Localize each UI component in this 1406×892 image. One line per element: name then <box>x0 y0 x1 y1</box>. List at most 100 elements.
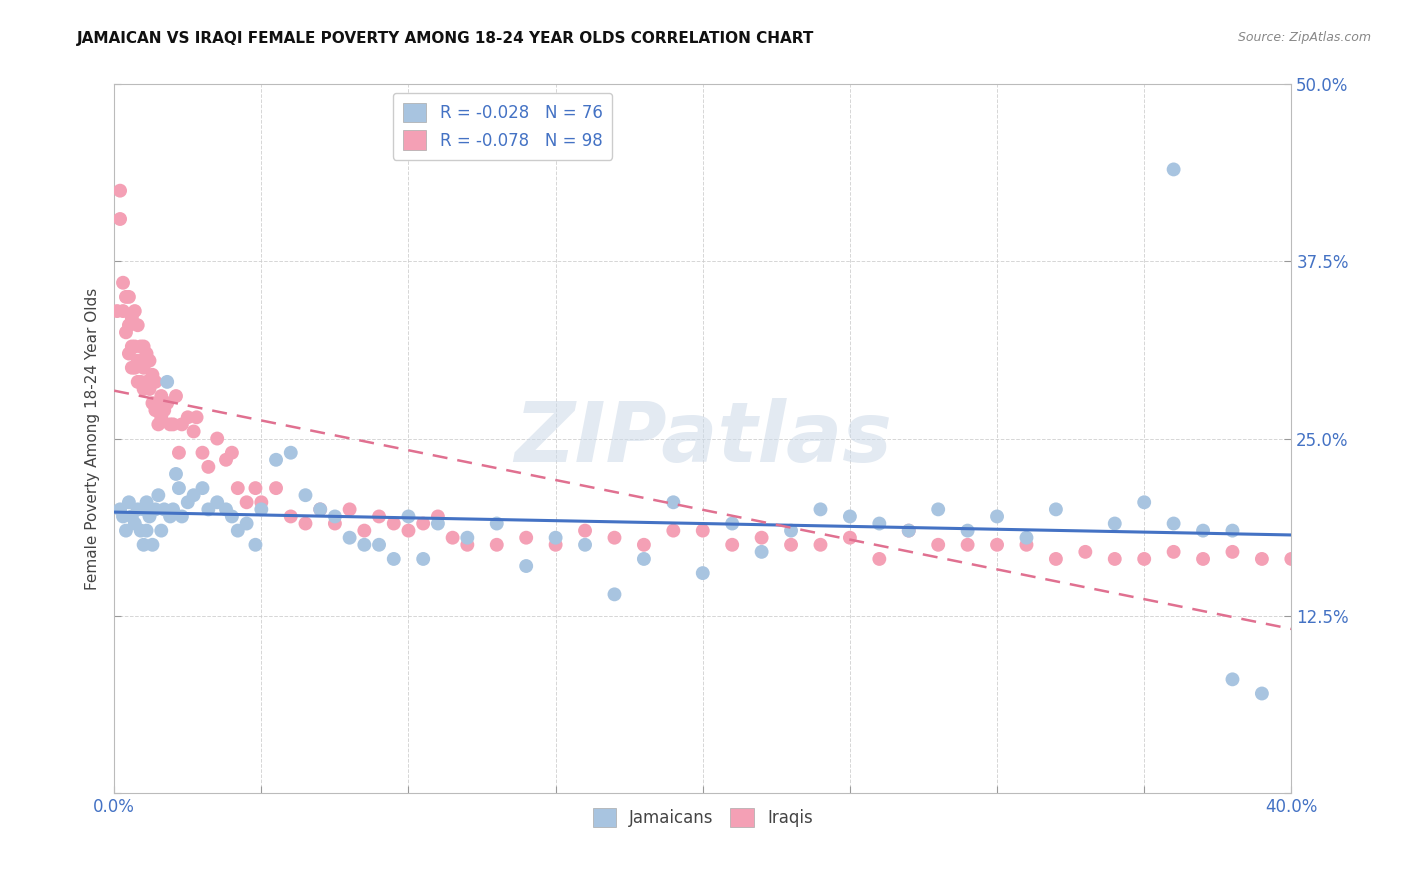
Point <box>544 531 567 545</box>
Point <box>1222 524 1244 538</box>
Point <box>339 531 361 545</box>
Point <box>141 538 163 552</box>
Point <box>138 509 160 524</box>
Point <box>250 495 273 509</box>
Point <box>603 531 626 545</box>
Point <box>162 502 184 516</box>
Point <box>127 318 149 333</box>
Point <box>1251 686 1274 700</box>
Point <box>1192 524 1215 538</box>
Point <box>215 452 238 467</box>
Point <box>1222 673 1244 687</box>
Point <box>927 502 949 516</box>
Point <box>121 509 143 524</box>
Point <box>121 339 143 353</box>
Point <box>1045 502 1067 516</box>
Point <box>412 516 434 531</box>
Point <box>141 368 163 382</box>
Point <box>515 559 537 574</box>
Point <box>810 502 832 516</box>
Point <box>127 502 149 516</box>
Point <box>1251 552 1274 566</box>
Point <box>868 552 890 566</box>
Point <box>170 509 193 524</box>
Point <box>177 410 200 425</box>
Point <box>132 502 155 516</box>
Point <box>245 481 267 495</box>
Point <box>105 304 128 318</box>
Point <box>132 538 155 552</box>
Point <box>124 339 146 353</box>
Point <box>897 524 920 538</box>
Point <box>132 382 155 396</box>
Point <box>235 516 257 531</box>
Point <box>1015 538 1038 552</box>
Point <box>226 481 249 495</box>
Point <box>426 509 449 524</box>
Point <box>170 417 193 432</box>
Point <box>148 488 170 502</box>
Point <box>398 524 420 538</box>
Point <box>156 375 179 389</box>
Point <box>124 516 146 531</box>
Point <box>485 538 508 552</box>
Point <box>485 516 508 531</box>
Point <box>986 509 1008 524</box>
Point <box>280 446 302 460</box>
Point <box>156 396 179 410</box>
Point <box>810 538 832 552</box>
Point <box>121 360 143 375</box>
Point <box>1133 552 1156 566</box>
Point <box>186 410 208 425</box>
Point <box>264 481 287 495</box>
Point <box>245 538 267 552</box>
Point <box>544 538 567 552</box>
Point <box>183 488 205 502</box>
Point <box>956 524 979 538</box>
Point <box>353 538 375 552</box>
Point <box>153 403 176 417</box>
Point <box>721 516 744 531</box>
Point <box>111 304 134 318</box>
Point <box>132 360 155 375</box>
Point <box>197 459 219 474</box>
Point <box>135 346 157 360</box>
Point <box>382 552 405 566</box>
Point <box>124 360 146 375</box>
Point <box>986 538 1008 552</box>
Point <box>294 488 316 502</box>
Point <box>121 311 143 326</box>
Point <box>1163 545 1185 559</box>
Point <box>1163 516 1185 531</box>
Point <box>153 502 176 516</box>
Point <box>205 432 228 446</box>
Point <box>751 531 773 545</box>
Point <box>162 417 184 432</box>
Point <box>353 524 375 538</box>
Point <box>897 524 920 538</box>
Point <box>1133 495 1156 509</box>
Point <box>662 495 685 509</box>
Point <box>235 495 257 509</box>
Point <box>118 290 141 304</box>
Point <box>165 389 187 403</box>
Point <box>183 425 205 439</box>
Point <box>1045 552 1067 566</box>
Point <box>145 375 167 389</box>
Y-axis label: Female Poverty Among 18-24 Year Olds: Female Poverty Among 18-24 Year Olds <box>86 287 100 590</box>
Point <box>868 516 890 531</box>
Point <box>633 552 655 566</box>
Point <box>148 417 170 432</box>
Point <box>692 524 714 538</box>
Point <box>167 446 190 460</box>
Text: JAMAICAN VS IRAQI FEMALE POVERTY AMONG 18-24 YEAR OLDS CORRELATION CHART: JAMAICAN VS IRAQI FEMALE POVERTY AMONG 1… <box>77 31 814 46</box>
Point <box>129 524 152 538</box>
Point <box>226 524 249 538</box>
Point <box>148 396 170 410</box>
Point <box>1104 516 1126 531</box>
Point <box>339 502 361 516</box>
Point <box>603 587 626 601</box>
Point <box>574 524 596 538</box>
Point <box>197 502 219 516</box>
Point <box>1192 552 1215 566</box>
